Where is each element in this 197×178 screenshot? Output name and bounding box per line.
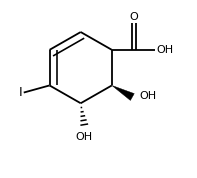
Text: OH: OH: [139, 91, 157, 101]
Text: I: I: [18, 86, 22, 99]
Text: OH: OH: [76, 132, 93, 142]
Text: O: O: [130, 12, 138, 22]
Polygon shape: [112, 85, 134, 100]
Text: OH: OH: [156, 45, 174, 55]
